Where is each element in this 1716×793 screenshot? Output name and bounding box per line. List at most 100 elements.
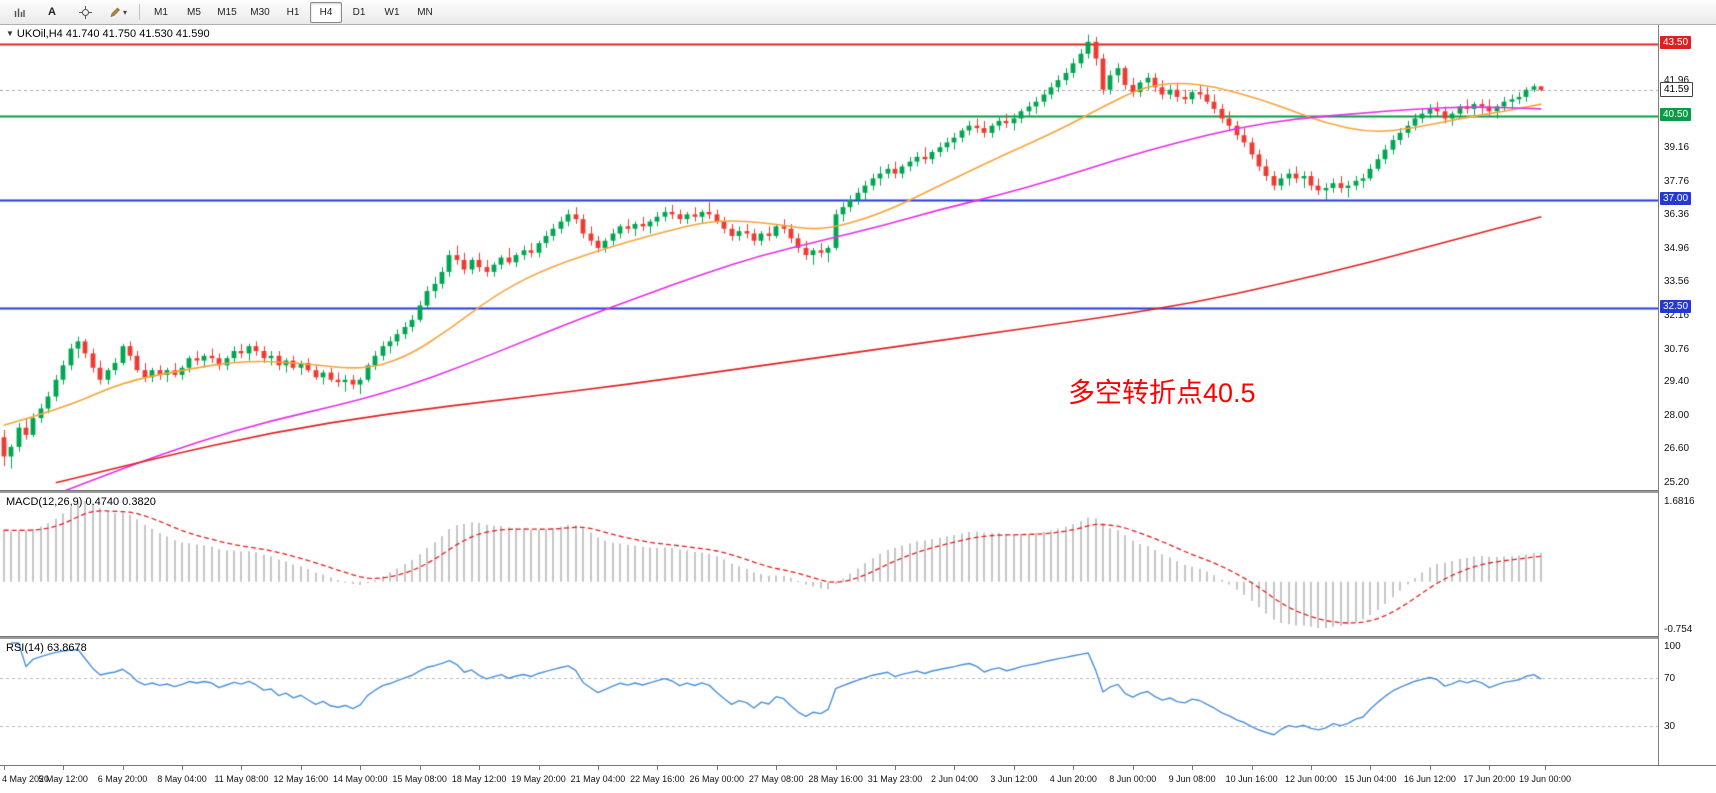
level-price-box: 40.50 [1660,108,1692,122]
time-axis-tick [479,766,480,770]
time-axis-label: 11 May 08:00 [214,774,269,784]
price-tick-label: 32.16 [1664,309,1690,321]
chart-bars-button[interactable] [3,2,35,23]
pane-divider-macd[interactable] [0,490,1716,493]
time-axis-tick [1430,766,1431,770]
chart-title: ▼ UKOil,H4 41.740 41.750 41.530 41.590 [6,28,210,40]
time-axis-label: 5 May 12:00 [38,774,88,784]
time-axis-tick [182,766,183,770]
price-tick-label: 30.76 [1664,343,1690,355]
price-tick-label: 39.16 [1664,142,1690,154]
time-axis-label: 28 May 16:00 [808,774,863,784]
timeframe-button-h1[interactable]: H1 [286,6,300,18]
time-axis-tick [360,766,361,770]
rsi-scale-30-label: 30 [1664,721,1676,732]
chart-toolbar: A ▾ M1 M5 M15 M30 H1 H4 D1 W1 MN [0,0,1716,25]
timeframe-button-m30[interactable]: M30 [250,6,270,18]
annotation-text[interactable]: 多空转折点40.5 [1068,378,1256,408]
time-axis-tick [539,766,540,770]
time-axis-label: 18 May 12:00 [451,774,507,784]
time-axis-tick [836,766,837,770]
time-axis-label: 19 May 20:00 [511,774,566,784]
time-axis-tick [1311,766,1312,770]
time-axis-tick [1014,766,1015,770]
time-axis-tick [598,766,599,770]
timeframe-button-m5[interactable]: M5 [187,6,201,18]
time-axis-label: 10 Jun 16:00 [1225,774,1278,784]
timeframe-button-mn[interactable]: MN [417,6,433,18]
time-axis-tick [1133,766,1134,770]
time-axis-label: 8 May 04:00 [157,774,207,784]
crosshair-icon [78,5,92,19]
time-axis-label: 2 Jun 04:00 [930,774,978,784]
timeframe-button-w1[interactable]: W1 [384,6,400,18]
crosshair-tool-button[interactable] [69,2,101,23]
time-axis-tick [954,766,955,770]
time-axis-tick [420,766,421,770]
time-axis-tick [657,766,658,770]
current-price-box: 41.59 [1660,81,1694,97]
time-axis-tick [63,766,64,770]
time-axis-tick [301,766,302,770]
time-axis-label: 19 Jun 00:00 [1518,774,1572,784]
main-chart-canvas[interactable] [0,25,1658,490]
level-price-box: 43.50 [1660,36,1692,50]
price-tick-label: 33.56 [1664,276,1690,288]
price-scale[interactable]: 1.6816 -0.754 100 70 30 41.96 39.16 37.76 3… [1658,25,1716,765]
macd-label: MACD(12,26,9) 0.4740 0.3820 [6,496,156,508]
main-chart-pane: ▼ UKOil,H4 41.740 41.750 41.530 41.590 多空… [0,25,1658,490]
time-axis-label: 4 May 2020 [2,774,50,784]
macd-canvas[interactable] [0,493,1658,636]
timeframe-button-m15[interactable]: M15 [217,6,237,18]
macd-scale-max-label: 1.6816 [1664,496,1695,507]
time-axis-tick [123,766,124,770]
timeframe-button-h4[interactable]: H4 [310,1,342,23]
rsi-label: RSI(14) 63.8678 [6,642,87,654]
time-axis-tick [895,766,896,770]
pencil-icon [109,6,121,18]
time-axis-label: 22 May 16:00 [630,774,685,784]
level-price-box: 32.50 [1660,299,1692,313]
rsi-scale-70-label: 70 [1664,673,1676,684]
time-axis-label: 3 Jun 12:00 [990,774,1038,784]
price-tick-label: 34.96 [1664,242,1690,254]
level-price-box: 37.00 [1660,191,1692,205]
time-axis-label: 26 May 00:00 [689,774,745,784]
time-axis-tick [1370,766,1371,770]
time-axis-label: 17 Jun 20:00 [1463,774,1516,784]
time-axis-label: 21 May 04:00 [570,774,626,784]
macd-scale-min-label: -0.754 [1664,624,1693,635]
drawing-tools-button[interactable]: ▾ [102,2,134,23]
time-axis-label: 27 May 08:00 [748,774,804,784]
time-axis-label: 12 Jun 00:00 [1284,774,1338,784]
timeframe-button-m1[interactable]: M1 [154,6,168,18]
chart-bars-icon [13,6,26,19]
time-axis[interactable]: 4 May 2020 5 May 12:00 6 May 20:00 8 May 04… [0,766,1658,793]
chart-collapse-icon[interactable]: ▼ [6,29,14,38]
time-axis-tick [1073,766,1074,770]
timeframe-button-d1[interactable]: D1 [352,6,366,18]
price-tick-label: 28.00 [1664,409,1690,421]
time-axis-label: 16 Jun 12:00 [1403,774,1456,784]
toolbar-separator [139,4,140,20]
rsi-canvas[interactable] [0,639,1658,765]
time-axis-tick [1489,766,1490,770]
macd-pane: MACD(12,26,9) 0.4740 0.3820 [0,493,1658,636]
dropdown-caret-icon: ▾ [122,7,127,17]
rsi-pane: RSI(14) 63.8678 [0,639,1658,765]
price-tick-label: 37.76 [1664,175,1690,187]
text-tool-button[interactable]: A [48,6,56,18]
price-tick-label: 26.60 [1664,443,1690,455]
axis-separator [0,765,1716,766]
pane-divider-rsi[interactable] [0,636,1716,639]
time-axis-tick [1545,766,1546,770]
time-axis-label: 6 May 20:00 [97,774,148,784]
time-axis-label: 15 Jun 04:00 [1344,774,1397,784]
time-axis-tick [717,766,718,770]
time-axis-tick [1252,766,1253,770]
time-axis-label: 9 Jun 08:00 [1168,774,1216,784]
price-tick-label: 36.36 [1664,209,1690,221]
time-axis-tick [4,766,5,770]
price-tick-label: 41.96 [1664,75,1690,87]
